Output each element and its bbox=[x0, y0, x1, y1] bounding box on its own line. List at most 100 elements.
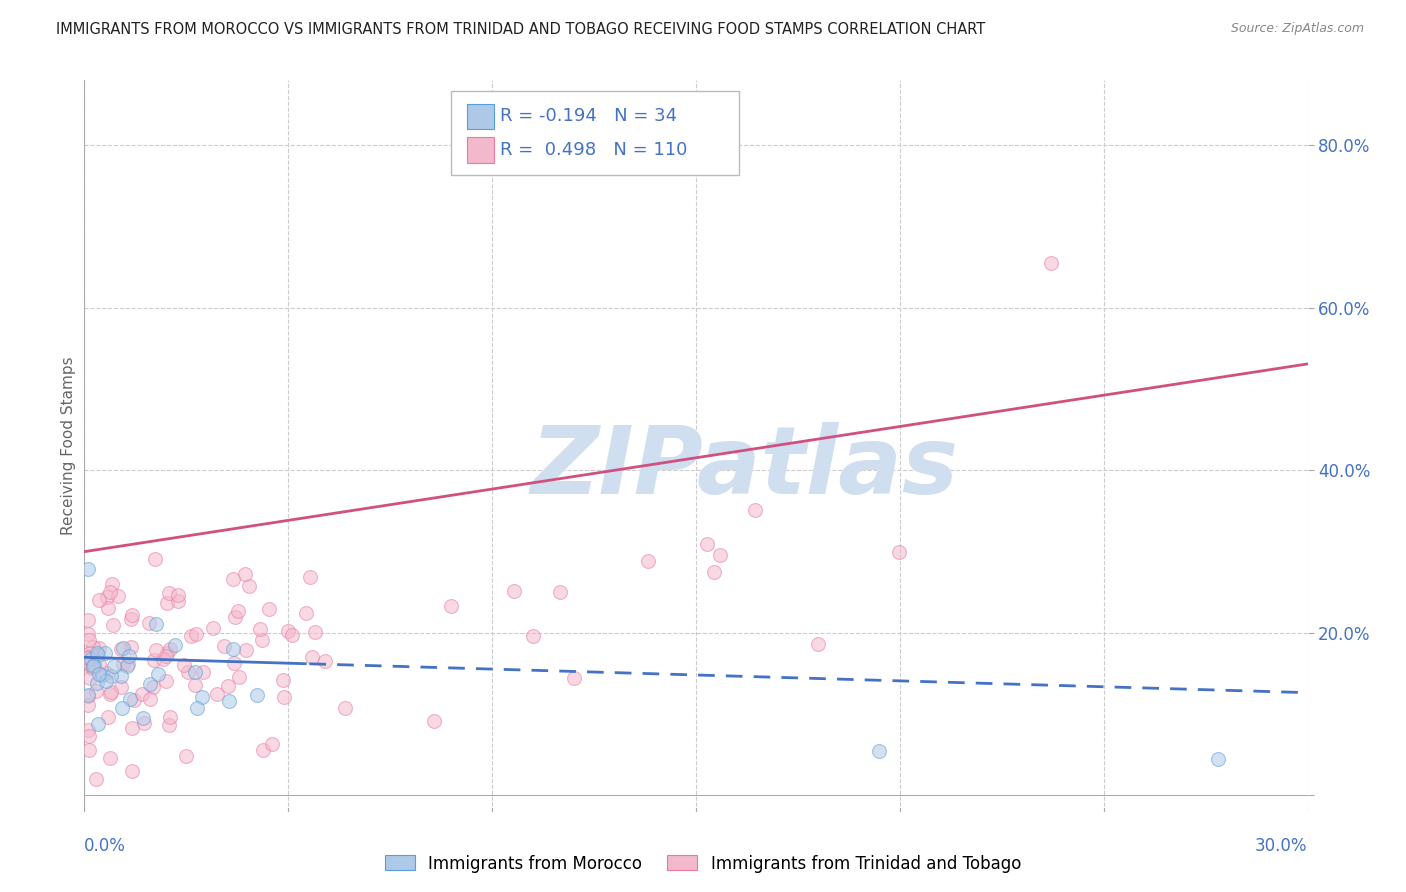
Point bbox=[257, 602, 280, 616]
Point bbox=[233, 567, 256, 582]
Point bbox=[121, 764, 143, 778]
Point bbox=[869, 744, 891, 758]
Point bbox=[744, 503, 766, 517]
Point bbox=[77, 729, 100, 743]
Point bbox=[304, 625, 326, 640]
Text: ZIPatlas: ZIPatlas bbox=[531, 422, 959, 514]
Point bbox=[167, 594, 190, 608]
Point bbox=[277, 624, 299, 638]
Point bbox=[249, 622, 271, 636]
Point bbox=[238, 579, 260, 593]
Point bbox=[138, 615, 160, 630]
Point bbox=[191, 665, 214, 680]
Point bbox=[889, 545, 911, 559]
Point bbox=[86, 676, 108, 690]
Point bbox=[77, 698, 100, 712]
Point bbox=[333, 700, 356, 714]
Point bbox=[84, 684, 107, 698]
Point bbox=[82, 659, 104, 673]
Point bbox=[163, 638, 186, 652]
Point bbox=[156, 596, 179, 610]
Point bbox=[77, 613, 100, 627]
Point bbox=[86, 646, 108, 660]
Point bbox=[183, 677, 205, 691]
Bar bbox=[467, 137, 494, 163]
Point bbox=[87, 657, 110, 672]
Point bbox=[703, 565, 725, 579]
Point bbox=[190, 690, 212, 705]
Point bbox=[180, 630, 202, 644]
Bar bbox=[467, 103, 494, 129]
Point bbox=[139, 677, 162, 691]
Point bbox=[94, 673, 117, 688]
Point bbox=[250, 633, 273, 648]
Point bbox=[87, 593, 110, 607]
Point bbox=[77, 743, 100, 757]
Point bbox=[96, 666, 118, 681]
Point bbox=[82, 640, 104, 654]
Point bbox=[77, 723, 100, 738]
Point bbox=[86, 772, 108, 787]
Point bbox=[87, 717, 110, 731]
Point bbox=[77, 626, 100, 640]
Point bbox=[77, 649, 100, 664]
Point bbox=[80, 652, 103, 666]
Point bbox=[201, 621, 224, 635]
Point bbox=[224, 609, 246, 624]
Text: 30.0%: 30.0% bbox=[1256, 838, 1308, 855]
Point bbox=[252, 743, 274, 757]
Text: 0.0%: 0.0% bbox=[84, 838, 127, 855]
Point bbox=[87, 667, 110, 681]
Point bbox=[214, 640, 236, 654]
Point bbox=[314, 654, 336, 668]
Point bbox=[118, 692, 141, 706]
Point bbox=[97, 710, 120, 724]
Point bbox=[186, 701, 208, 715]
Point bbox=[142, 653, 165, 667]
Point bbox=[77, 562, 100, 576]
Point bbox=[260, 737, 283, 751]
Point bbox=[157, 586, 180, 600]
Point bbox=[1039, 256, 1062, 270]
Point bbox=[82, 660, 104, 674]
Point bbox=[101, 577, 124, 591]
Point bbox=[167, 588, 190, 602]
Point bbox=[440, 599, 463, 614]
Point bbox=[222, 572, 245, 586]
Point bbox=[121, 721, 143, 735]
Point bbox=[93, 647, 115, 661]
Point bbox=[637, 554, 659, 568]
Point bbox=[217, 679, 239, 693]
Point bbox=[176, 749, 198, 764]
Point bbox=[184, 626, 207, 640]
Point bbox=[159, 709, 181, 723]
Point bbox=[159, 642, 181, 657]
Point bbox=[79, 646, 101, 660]
Point bbox=[226, 604, 249, 618]
Point bbox=[155, 648, 177, 663]
Point bbox=[131, 687, 153, 701]
Point bbox=[152, 652, 174, 666]
Point bbox=[207, 687, 229, 701]
Point bbox=[103, 659, 125, 673]
Point bbox=[295, 606, 318, 620]
Point bbox=[132, 716, 155, 731]
Point bbox=[183, 665, 205, 680]
Point bbox=[110, 668, 132, 682]
Point bbox=[107, 590, 129, 604]
Point bbox=[120, 612, 142, 626]
Point bbox=[115, 659, 138, 673]
Point bbox=[145, 643, 167, 657]
Point bbox=[1206, 752, 1229, 766]
Point bbox=[77, 688, 100, 702]
Point bbox=[221, 641, 243, 656]
Text: R =  0.498   N = 110: R = 0.498 N = 110 bbox=[501, 141, 688, 159]
Point bbox=[117, 657, 139, 671]
Point bbox=[110, 642, 132, 657]
Point bbox=[145, 617, 167, 632]
Point bbox=[98, 584, 121, 599]
Point bbox=[696, 537, 718, 551]
Point bbox=[91, 668, 114, 682]
Point bbox=[157, 718, 180, 732]
Point bbox=[807, 637, 830, 651]
